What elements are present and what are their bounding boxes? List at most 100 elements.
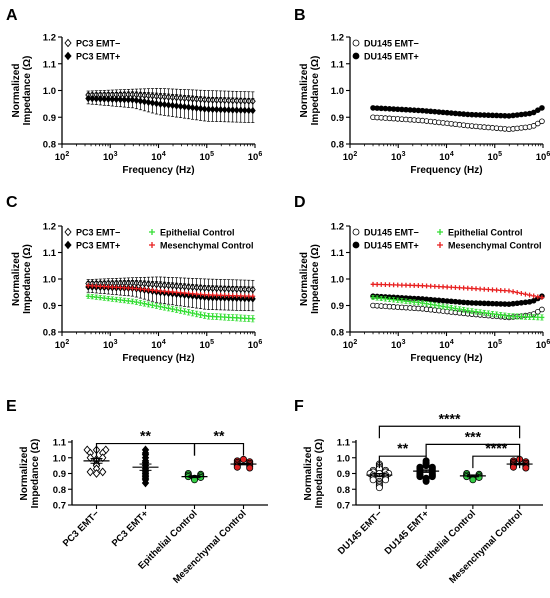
- data-point: [209, 105, 216, 114]
- data-point: [411, 299, 417, 305]
- bracket-line: [193, 442, 245, 456]
- x-axis-label: Frequency (Hz): [122, 353, 194, 364]
- series-du145-emt-: [370, 293, 545, 307]
- legend-label: PC3 EMT−: [76, 228, 120, 238]
- data-point: [477, 309, 483, 315]
- legend-entry: PC3 EMT+: [64, 241, 120, 251]
- y-axis-label-line1: Normalized: [11, 252, 22, 306]
- data-point: [498, 287, 504, 293]
- data-point: [370, 295, 376, 300]
- y-tick-label: 1.1: [43, 59, 57, 70]
- data-point: [129, 299, 135, 304]
- data-point: [535, 120, 541, 127]
- data-point: [173, 102, 180, 110]
- y-tick-label: 1.1: [43, 248, 57, 259]
- legend-marker: [149, 229, 155, 235]
- data-point: [448, 305, 454, 311]
- data-point: [369, 476, 377, 484]
- data-point: [202, 313, 208, 319]
- data-point: [535, 294, 541, 300]
- category-label: DU145 EMT+: [383, 508, 432, 557]
- x-tick-exponent: 5: [498, 339, 502, 346]
- data-point: [477, 286, 483, 292]
- data-point: [121, 285, 127, 291]
- y-tick-label: 1.0: [43, 86, 56, 97]
- data-point: [246, 316, 252, 321]
- x-tick-exponent: 5: [210, 339, 214, 346]
- data-point: [444, 284, 450, 290]
- y-tick-label: 1.2: [43, 222, 56, 233]
- y-axis-label-line2: Impedance (Ω): [310, 56, 321, 126]
- legend-label: Mesenchymal Control: [448, 241, 542, 251]
- series-du145-emt-: [370, 114, 545, 133]
- y-axis-label-line2: Impedance (Ω): [310, 244, 321, 314]
- x-tick-exponent: 3: [402, 151, 406, 158]
- data-point: [93, 95, 100, 103]
- data-point: [153, 99, 160, 108]
- data-point: [174, 290, 179, 295]
- y-tick-label: 0.7: [53, 501, 66, 512]
- x-tick-exponent: 3: [114, 339, 118, 346]
- data-point: [89, 94, 96, 103]
- significance-label: **: [140, 428, 151, 444]
- series-epithelial-control: [85, 293, 256, 323]
- y-tick-label: 0.8: [43, 140, 56, 151]
- x-tick-label: 105: [488, 339, 503, 351]
- data-point: [473, 286, 479, 292]
- data-point: [141, 478, 150, 488]
- data-point: [469, 286, 475, 291]
- legend-entry: DU145 EMT+: [352, 52, 419, 62]
- x-tick-exponent: 2: [353, 151, 357, 158]
- data-point: [166, 289, 171, 295]
- y-tick-label: 0.7: [337, 501, 350, 512]
- data-point: [242, 315, 248, 321]
- legend-label: PC3 EMT+: [76, 52, 120, 62]
- data-point: [133, 96, 140, 105]
- data-point: [378, 296, 384, 301]
- data-point: [518, 290, 524, 296]
- significance-label: ****: [485, 440, 507, 456]
- data-point: [494, 312, 500, 317]
- data-point: [422, 477, 430, 485]
- data-point: [85, 94, 92, 103]
- data-point: [530, 123, 537, 129]
- data-point: [197, 293, 204, 301]
- data-point: [234, 315, 240, 321]
- data-point: [498, 312, 504, 318]
- data-point: [161, 100, 168, 109]
- data-point: [432, 283, 438, 289]
- data-point: [157, 100, 164, 108]
- data-point: [206, 313, 212, 319]
- data-point: [428, 302, 434, 307]
- data-point: [420, 283, 425, 289]
- data-point: [170, 289, 175, 295]
- significance-bracket: ***: [425, 428, 521, 457]
- data-point: [245, 106, 252, 115]
- x-tick-base: 10: [103, 340, 114, 351]
- data-point: [539, 105, 545, 111]
- x-tick-exponent: 4: [450, 339, 454, 346]
- data-point: [113, 95, 120, 104]
- data-point: [221, 106, 228, 114]
- data-point: [238, 293, 244, 299]
- x-tick-exponent: 2: [65, 339, 69, 346]
- data-point: [539, 306, 545, 313]
- x-tick-base: 10: [536, 340, 547, 351]
- x-tick-base: 10: [103, 152, 114, 163]
- y-tick-label: 0.9: [43, 301, 56, 312]
- data-point: [178, 290, 183, 296]
- y-tick-label: 0.8: [331, 140, 344, 151]
- y-axis-label-line2: Impedance (Ω): [30, 439, 41, 509]
- data-point: [85, 293, 91, 299]
- x-tick-base: 10: [343, 340, 354, 351]
- data-point: [374, 282, 380, 287]
- y-tick-label: 0.9: [53, 469, 66, 480]
- data-point: [214, 292, 220, 298]
- x-tick-exponent: 6: [546, 339, 550, 346]
- data-point: [428, 283, 434, 289]
- data-point: [154, 303, 159, 309]
- x-tick-base: 10: [248, 152, 259, 163]
- legend-label: DU145 EMT+: [364, 52, 419, 62]
- data-point: [229, 294, 236, 303]
- x-tick-exponent: 3: [114, 151, 118, 158]
